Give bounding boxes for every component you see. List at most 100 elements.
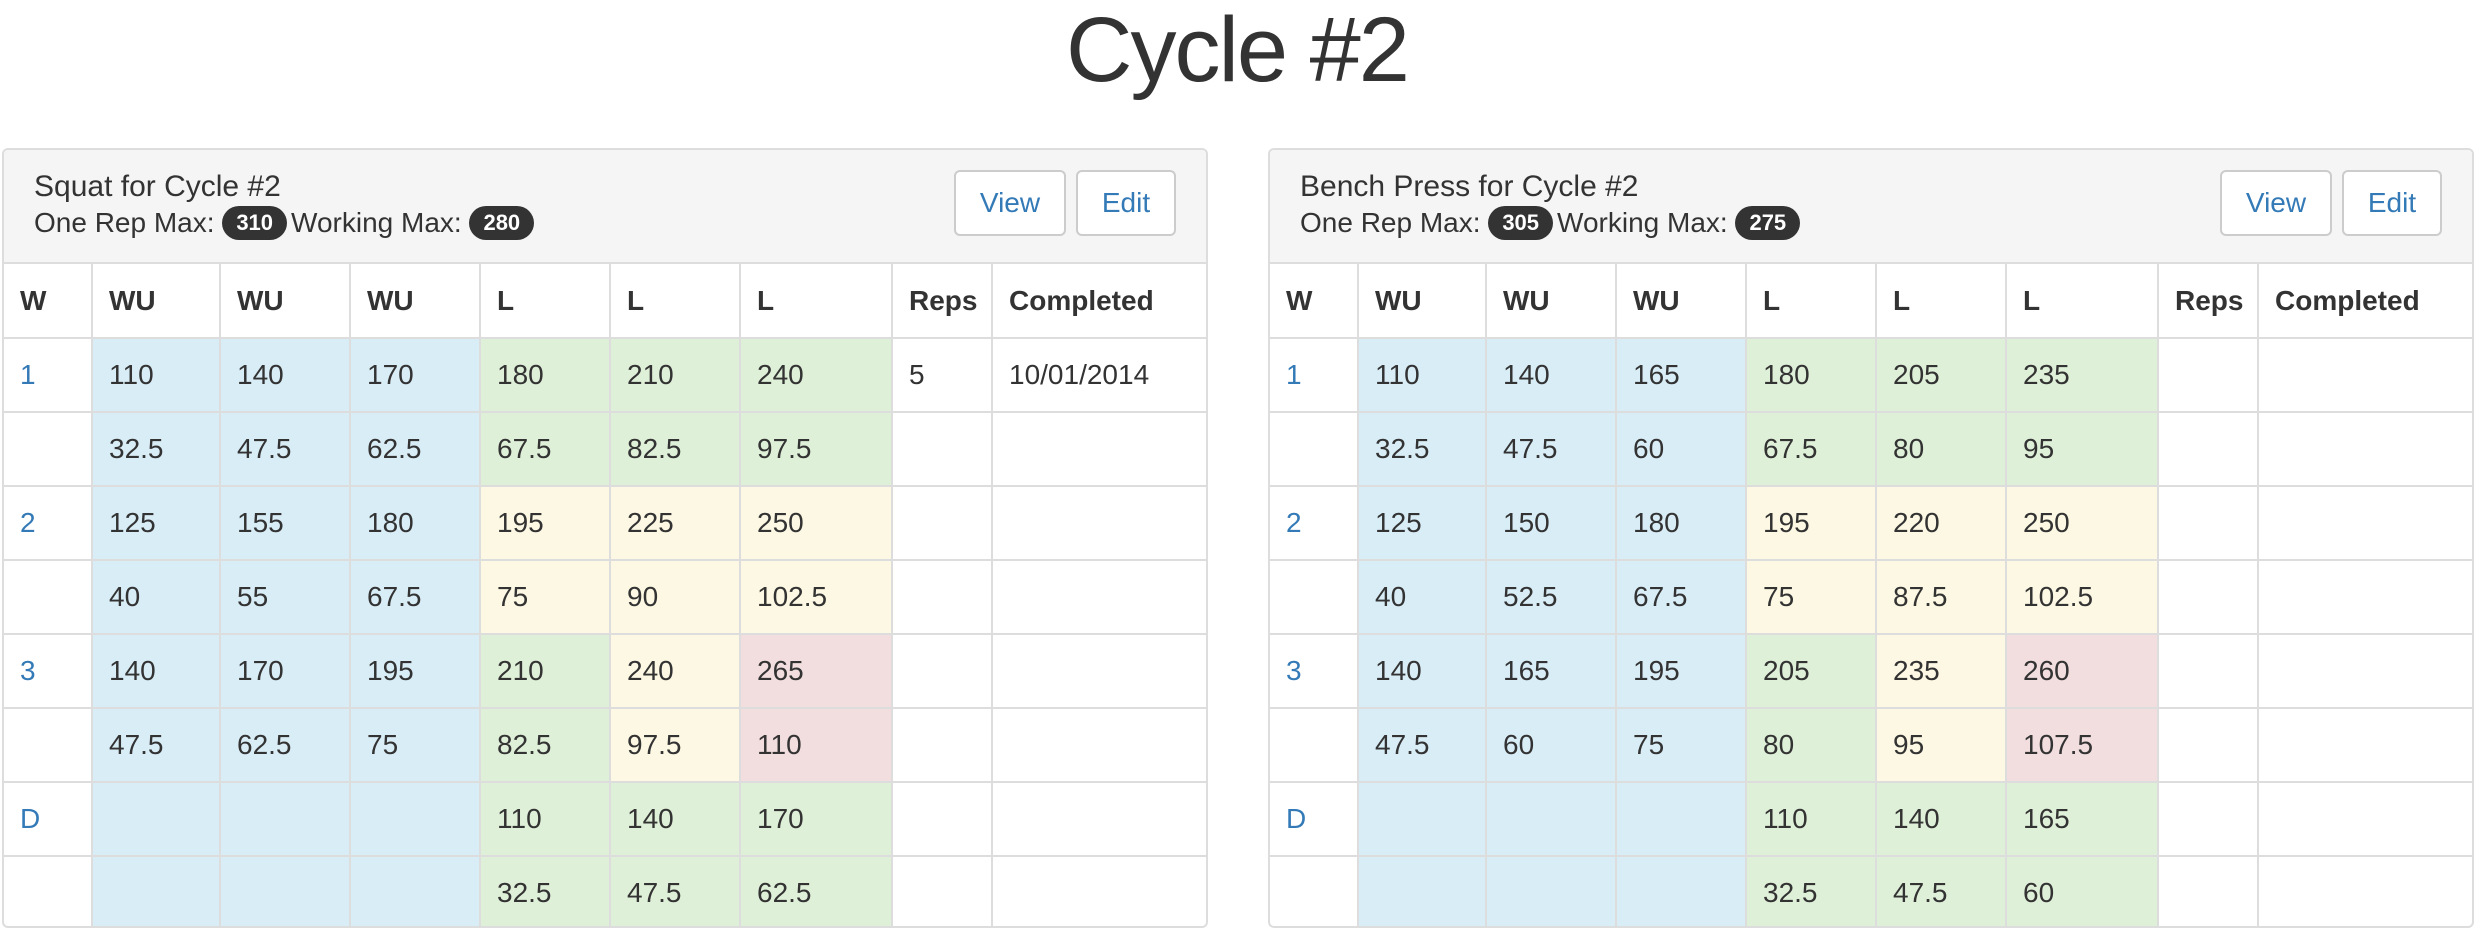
column-header: W bbox=[4, 264, 93, 339]
completed-cell: 10/01/2014 bbox=[991, 337, 1206, 413]
panel-heading: Squat for Cycle #2 One Rep Max: 310 Worki… bbox=[4, 150, 1206, 264]
table-row: 40 52.5 67.5 75 87.5 102.5 bbox=[1270, 559, 2472, 635]
lift-cell: 225 bbox=[609, 485, 741, 561]
column-header: WU bbox=[1485, 264, 1617, 339]
panel-title: Squat for Cycle #2 bbox=[34, 170, 281, 203]
reps-cell bbox=[891, 855, 993, 926]
reps-cell bbox=[891, 559, 993, 635]
warmup-cell: 140 bbox=[1357, 633, 1487, 709]
reps-cell bbox=[2157, 855, 2259, 926]
week-link[interactable]: 1 bbox=[1270, 337, 1359, 413]
warmup-cell bbox=[349, 781, 481, 857]
column-header: L bbox=[479, 264, 611, 339]
lift-cell: 235 bbox=[1875, 633, 2007, 709]
cycle-table: W WU WU WU L L L Reps Completed 1 110 140 170 180 210… bbox=[4, 264, 1206, 926]
lift-cell: 97.5 bbox=[739, 411, 893, 487]
column-header: L bbox=[1745, 264, 1877, 339]
warmup-cell: 125 bbox=[1357, 485, 1487, 561]
warmup-cell: 47.5 bbox=[1485, 411, 1617, 487]
table-row: 3 140 165 195 205 235 260 bbox=[1270, 633, 2472, 709]
warmup-cell: 165 bbox=[1615, 337, 1747, 413]
week-link[interactable]: 1 bbox=[4, 337, 93, 413]
table-row: 40 55 67.5 75 90 102.5 bbox=[4, 559, 1206, 635]
column-header: W bbox=[1270, 264, 1359, 339]
warmup-cell: 60 bbox=[1615, 411, 1747, 487]
panel-heading: Bench Press for Cycle #2 One Rep Max: 30… bbox=[1270, 150, 2472, 264]
lift-cell: 97.5 bbox=[609, 707, 741, 783]
column-header: WU bbox=[349, 264, 481, 339]
completed-cell bbox=[991, 633, 1206, 709]
view-button[interactable]: View bbox=[2220, 170, 2332, 236]
lift-cell: 205 bbox=[1875, 337, 2007, 413]
reps-cell bbox=[891, 707, 993, 783]
cycle-table: W WU WU WU L L L Reps Completed 1 110 140 165 180 205… bbox=[1270, 264, 2472, 926]
warmup-cell: 62.5 bbox=[219, 707, 351, 783]
warmup-cell bbox=[219, 781, 351, 857]
reps-cell bbox=[2157, 559, 2259, 635]
lift-cell: 240 bbox=[739, 337, 893, 413]
lift-cell: 60 bbox=[2005, 855, 2159, 926]
lift-cell: 250 bbox=[739, 485, 893, 561]
warmup-cell: 170 bbox=[349, 337, 481, 413]
warmup-cell bbox=[91, 855, 221, 926]
week-link[interactable]: 3 bbox=[1270, 633, 1359, 709]
lift-cell: 140 bbox=[609, 781, 741, 857]
lift-cell: 210 bbox=[609, 337, 741, 413]
completed-cell bbox=[2257, 707, 2472, 783]
column-header: WU bbox=[1357, 264, 1487, 339]
reps-cell bbox=[2157, 411, 2259, 487]
lift-cell: 102.5 bbox=[739, 559, 893, 635]
reps-cell bbox=[891, 781, 993, 857]
week-link[interactable]: 2 bbox=[1270, 485, 1359, 561]
column-header: L bbox=[2005, 264, 2159, 339]
lift-cell: 180 bbox=[1745, 337, 1877, 413]
column-header: Completed bbox=[2257, 264, 2472, 339]
lift-cell: 220 bbox=[1875, 485, 2007, 561]
lift-cell: 62.5 bbox=[739, 855, 893, 926]
week-link[interactable]: 2 bbox=[4, 485, 93, 561]
table-row: 1 110 140 170 180 210 240 5 10/01/2014 bbox=[4, 337, 1206, 413]
warmup-cell: 180 bbox=[1615, 485, 1747, 561]
warmup-cell: 52.5 bbox=[1485, 559, 1617, 635]
lift-cell: 32.5 bbox=[479, 855, 611, 926]
table-row: 3 140 170 195 210 240 265 bbox=[4, 633, 1206, 709]
lift-cell: 110 bbox=[479, 781, 611, 857]
bench-press-panel: Bench Press for Cycle #2 One Rep Max: 30… bbox=[1268, 148, 2474, 928]
table-row: 32.5 47.5 62.5 67.5 82.5 97.5 bbox=[4, 411, 1206, 487]
edit-button[interactable]: Edit bbox=[1076, 170, 1176, 236]
lift-cell: 205 bbox=[1745, 633, 1877, 709]
lift-cell: 67.5 bbox=[479, 411, 611, 487]
edit-button[interactable]: Edit bbox=[2342, 170, 2442, 236]
warmup-cell bbox=[1485, 855, 1617, 926]
lift-cell: 240 bbox=[609, 633, 741, 709]
warmup-cell bbox=[1357, 781, 1487, 857]
table-row: 47.5 62.5 75 82.5 97.5 110 bbox=[4, 707, 1206, 783]
lift-cell: 180 bbox=[479, 337, 611, 413]
completed-cell bbox=[2257, 411, 2472, 487]
week-cell bbox=[4, 559, 93, 635]
panel-title: Bench Press for Cycle #2 bbox=[1300, 170, 1639, 203]
reps-cell bbox=[891, 633, 993, 709]
week-link[interactable]: 3 bbox=[4, 633, 93, 709]
warmup-cell: 155 bbox=[219, 485, 351, 561]
week-cell bbox=[4, 411, 93, 487]
reps-cell bbox=[891, 485, 993, 561]
warmup-cell: 55 bbox=[219, 559, 351, 635]
table-row: D 110 140 170 bbox=[4, 781, 1206, 857]
week-link[interactable]: D bbox=[4, 781, 93, 857]
week-cell bbox=[4, 707, 93, 783]
lift-cell: 110 bbox=[739, 707, 893, 783]
column-header: Reps bbox=[891, 264, 993, 339]
column-header: Completed bbox=[991, 264, 1206, 339]
view-button[interactable]: View bbox=[954, 170, 1066, 236]
column-header: L bbox=[1875, 264, 2007, 339]
completed-cell bbox=[991, 559, 1206, 635]
week-link[interactable]: D bbox=[1270, 781, 1359, 857]
lift-cell: 32.5 bbox=[1745, 855, 1877, 926]
warmup-cell: 67.5 bbox=[1615, 559, 1747, 635]
table-header-row: W WU WU WU L L L Reps Completed bbox=[4, 264, 1206, 339]
table-row: 32.5 47.5 62.5 bbox=[4, 855, 1206, 926]
lift-cell: 102.5 bbox=[2005, 559, 2159, 635]
lift-cell: 80 bbox=[1745, 707, 1877, 783]
lift-cell: 107.5 bbox=[2005, 707, 2159, 783]
